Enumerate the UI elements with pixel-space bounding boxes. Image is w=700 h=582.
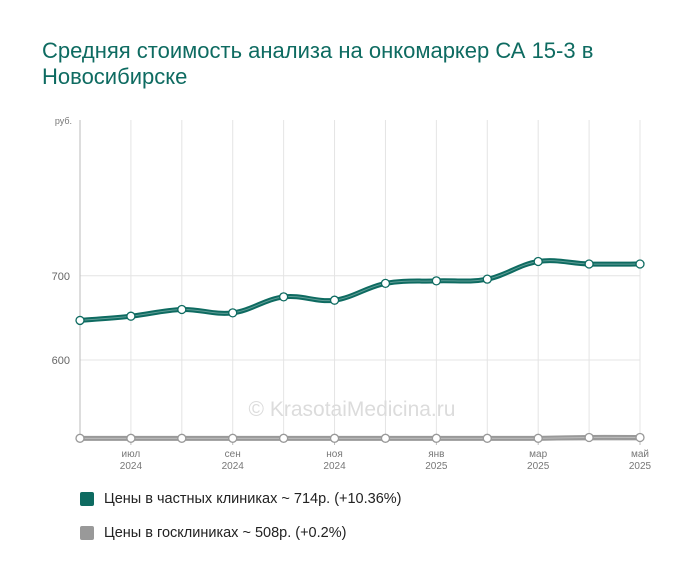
data-point bbox=[177, 433, 187, 443]
data-point bbox=[177, 304, 187, 315]
x-tick-label-month: июл bbox=[122, 449, 141, 460]
series-1 bbox=[75, 432, 645, 443]
grid bbox=[79, 120, 641, 440]
x-tick-label-year: 2025 bbox=[527, 461, 550, 472]
data-point bbox=[380, 433, 391, 443]
y-tick-label: 700 bbox=[52, 271, 70, 283]
x-tick-label-year: 2025 bbox=[425, 461, 448, 472]
data-point bbox=[380, 278, 391, 289]
data-point bbox=[533, 256, 543, 267]
x-tick-label-month: май bbox=[631, 449, 649, 460]
data-point bbox=[584, 432, 594, 443]
data-point bbox=[75, 315, 85, 326]
x-tick-label-month: сен bbox=[225, 449, 241, 460]
data-point bbox=[278, 292, 289, 302]
data-point bbox=[329, 433, 340, 443]
legend: Цены в частных клиниках ~ 714р. (+10.36%… bbox=[80, 486, 402, 554]
y-axis-label: руб. bbox=[55, 116, 72, 126]
data-point bbox=[482, 433, 492, 443]
x-tick-label-month: ноя bbox=[326, 449, 343, 460]
x-tick-label-year: 2024 bbox=[222, 461, 245, 472]
data-point bbox=[126, 311, 136, 321]
line-chart: © KrasotaiMedicina.ru 600700руб.июл2024с… bbox=[52, 116, 652, 472]
data-point bbox=[482, 274, 492, 284]
legend-swatch-public bbox=[80, 526, 94, 540]
data-point bbox=[126, 433, 136, 443]
x-tick-label-month: мар bbox=[529, 449, 547, 460]
chart-title: Средняя стоимость анализа на онкомаркер … bbox=[42, 38, 594, 89]
series-0 bbox=[75, 256, 645, 326]
data-point bbox=[533, 433, 543, 443]
x-tick-label-year: 2024 bbox=[323, 461, 346, 472]
legend-item-private[interactable]: Цены в частных клиниках ~ 714р. (+10.36%… bbox=[80, 486, 402, 512]
data-point bbox=[635, 432, 645, 443]
data-point bbox=[75, 433, 85, 443]
data-point bbox=[431, 276, 442, 286]
legend-label-public: Цены в госклиниках ~ 508р. (+0.2%) bbox=[104, 525, 347, 541]
data-point bbox=[584, 259, 594, 269]
x-tick-label-year: 2025 bbox=[629, 461, 652, 472]
x-tick-label-year: 2024 bbox=[120, 461, 143, 472]
data-point bbox=[329, 295, 340, 305]
x-tick-label-month: янв bbox=[428, 449, 444, 460]
data-point bbox=[228, 433, 238, 443]
legend-label-private: Цены в частных клиниках ~ 714р. (+10.36%… bbox=[104, 491, 402, 507]
y-tick-label: 600 bbox=[52, 355, 70, 367]
legend-swatch-private bbox=[80, 492, 94, 506]
data-point bbox=[431, 433, 442, 443]
watermark: © KrasotaiMedicina.ru bbox=[249, 398, 456, 421]
data-point bbox=[635, 259, 645, 269]
data-point bbox=[228, 308, 238, 318]
series bbox=[75, 256, 645, 443]
legend-item-public[interactable]: Цены в госклиниках ~ 508р. (+0.2%) bbox=[80, 520, 402, 546]
data-point bbox=[278, 433, 289, 443]
